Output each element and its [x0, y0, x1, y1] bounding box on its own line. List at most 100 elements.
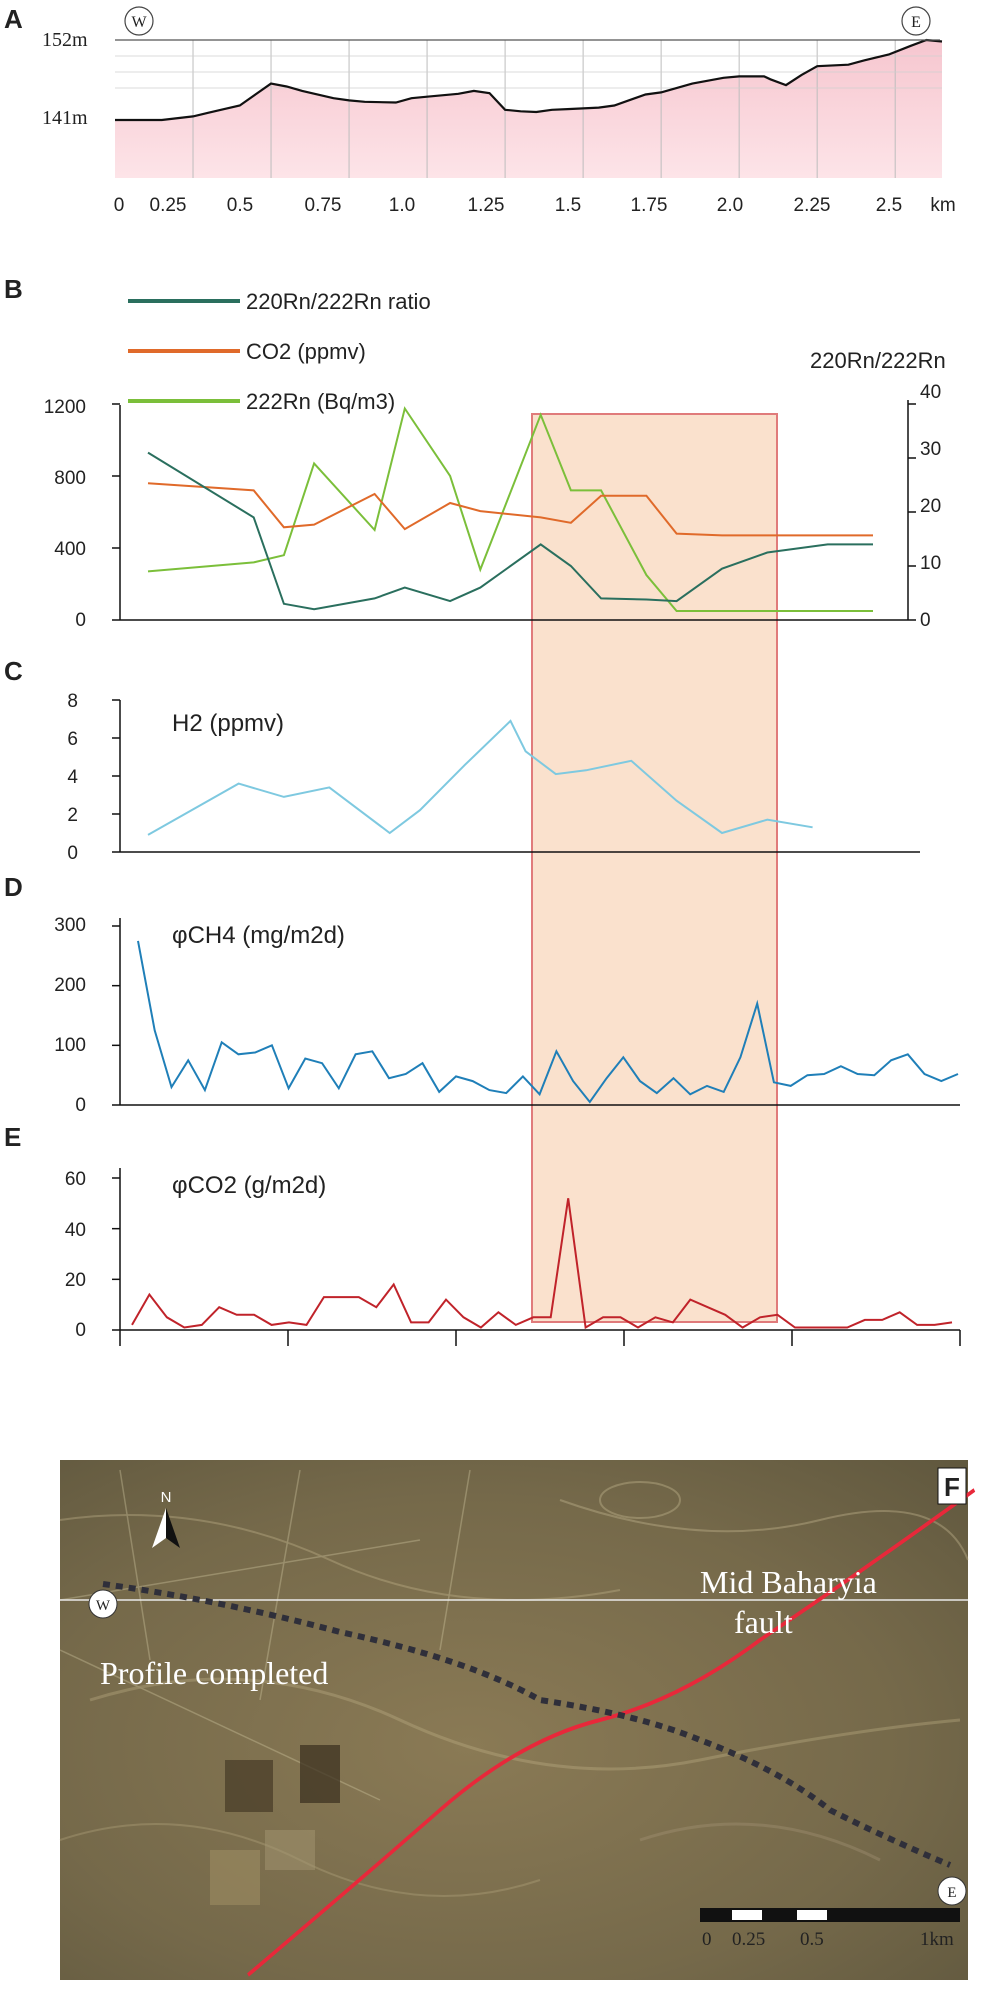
elevation-line — [115, 38, 943, 122]
y-tick-label: 8 — [67, 691, 78, 712]
series-line-ratio — [147, 451, 873, 611]
farm-plot — [265, 1830, 315, 1870]
y-right-tick-label: 10 — [920, 553, 941, 574]
west-marker: W — [124, 6, 154, 36]
east-point-circle — [937, 1876, 967, 1906]
x-tick-label: 1.0 — [389, 195, 415, 216]
panel-e-co2-flux: 0 20 40 60 φCO2 (g/m2d) — [65, 1168, 961, 1346]
north-arrow: N — [152, 1489, 180, 1548]
north-arrow-right — [166, 1508, 180, 1548]
x-tick-label: 1.75 — [631, 195, 668, 216]
y-tick-label: 400 — [54, 539, 86, 560]
panel-label-f-box — [937, 1467, 967, 1505]
farm-plots — [210, 1745, 340, 1905]
y-tick-label: 0 — [67, 843, 78, 864]
y-tick-label: 300 — [54, 915, 86, 936]
series-line-rn222 — [147, 406, 873, 612]
x-axis-unit-label: km — [930, 195, 955, 216]
scale-bar-segment — [732, 1910, 762, 1920]
west-point-circle — [88, 1589, 118, 1619]
y-right-tick-label: 20 — [920, 496, 941, 517]
y-tick-label: 0 — [75, 610, 86, 631]
panel-f-satellite-map: W E N Mid Baharyia fault Profile complet… — [59, 1460, 976, 1980]
east-marker-label: E — [911, 14, 921, 31]
y-tick-label-141: 141m — [42, 107, 88, 129]
panel-label-c: C — [4, 656, 23, 686]
scale-bar-base — [700, 1908, 960, 1922]
scale-tick-label: 0 — [702, 1929, 712, 1950]
scale-tick-label: 0.5 — [800, 1929, 824, 1950]
x-tick-label: 1.25 — [468, 195, 505, 216]
right-axis-label: 220Rn/222Rn — [810, 348, 946, 373]
y-tick-label: 20 — [65, 1270, 86, 1291]
ch4-title: φCH4 (mg/m2d) — [172, 922, 345, 949]
mid-baharyia-fault-line — [247, 1488, 976, 1977]
x-tick-label: 2.25 — [794, 195, 831, 216]
y-tick-label: 1200 — [44, 397, 86, 418]
y-ticks-c — [112, 699, 120, 853]
x-axis-km-ticks: 0 0.25 0.5 0.75 1.0 1.25 1.5 1.75 2.0 2.… — [114, 195, 956, 216]
panel-label-d: D — [4, 872, 23, 902]
y-tick-label: 0 — [75, 1320, 86, 1341]
h2-title: H2 (ppmv) — [172, 710, 284, 737]
y-tick-label: 100 — [54, 1035, 86, 1056]
east-marker: E — [901, 6, 931, 36]
anomaly-highlight-band — [531, 413, 778, 1323]
y-right-tick-label: 40 — [920, 382, 941, 403]
x-tick-label: 2.5 — [876, 195, 902, 216]
west-marker-label: W — [131, 14, 147, 31]
series-line-co2 — [147, 482, 873, 537]
legend-label-rn222: 222Rn (Bq/m3) — [246, 389, 395, 414]
east-point-marker: E — [937, 1876, 967, 1906]
x-tick-label: 1.5 — [555, 195, 581, 216]
fault-label-line-2: fault — [734, 1604, 793, 1640]
co2-flux-title: φCO2 (g/m2d) — [172, 1172, 326, 1199]
x-tick-label: 0.75 — [305, 195, 342, 216]
scale-bar: 0 0.25 0.5 1km — [700, 1908, 960, 1950]
y-tick-label: 200 — [54, 975, 86, 996]
satellite-background — [60, 1460, 968, 1980]
panel-label-e: E — [4, 1122, 21, 1152]
fault-label-line-1: Mid Baharyia — [700, 1564, 877, 1600]
left-y-ticks — [112, 403, 120, 621]
y-tick-label: 4 — [67, 767, 78, 788]
x-tick-label: 0 — [114, 195, 125, 216]
y-tick-label: 800 — [54, 468, 86, 489]
panel-b-radon-co2: 220Rn/222Rn ratio CO2 (ppmv) 222Rn (Bq/m… — [44, 289, 946, 631]
y-tick-label: 6 — [67, 729, 78, 750]
panel-label-f: F — [944, 1472, 960, 1502]
series-line-co2-flux — [131, 1198, 953, 1330]
right-y-ticks — [908, 403, 916, 621]
legend-label-co2: CO2 (ppmv) — [246, 339, 366, 364]
legend: 220Rn/222Rn ratio CO2 (ppmv) 222Rn (Bq/m… — [128, 289, 431, 414]
profile-route-dotted — [102, 1581, 952, 1868]
west-point-marker: W — [88, 1589, 118, 1619]
y-tick-label: 60 — [65, 1169, 86, 1190]
x-ticks-e — [119, 1330, 961, 1346]
north-arrow-label: N — [161, 1489, 172, 1506]
y-ticks-d — [112, 925, 120, 1106]
profile-completed-label: Profile completed — [100, 1655, 328, 1691]
y-ticks-e — [112, 1177, 120, 1331]
legend-label-ratio: 220Rn/222Rn ratio — [246, 289, 431, 314]
x-tick-label: 2.0 — [717, 195, 743, 216]
north-arrow-left — [152, 1508, 166, 1548]
panel-label-b: B — [4, 274, 23, 304]
panel-c-h2: 0 2 4 6 8 H2 (ppmv) — [67, 691, 920, 864]
east-point-label: E — [947, 1885, 956, 1901]
series-line-ch4 — [137, 940, 959, 1104]
x-tick-label: 0.5 — [227, 195, 253, 216]
y-tick-label: 40 — [65, 1220, 86, 1241]
west-marker-circle — [124, 6, 154, 36]
y-tick-label: 0 — [75, 1095, 86, 1116]
series-line-h2 — [147, 719, 813, 836]
farm-plot — [300, 1745, 340, 1803]
east-marker-circle — [901, 6, 931, 36]
scale-tick-label: 1km — [920, 1929, 954, 1950]
panel-label-a: A — [4, 4, 23, 34]
y-right-tick-label: 30 — [920, 439, 941, 460]
x-tick-label: 0.25 — [150, 195, 187, 216]
west-point-label: W — [96, 1598, 111, 1614]
panel-d-ch4: 0 100 200 300 φCH4 (mg/m2d) — [54, 915, 960, 1116]
